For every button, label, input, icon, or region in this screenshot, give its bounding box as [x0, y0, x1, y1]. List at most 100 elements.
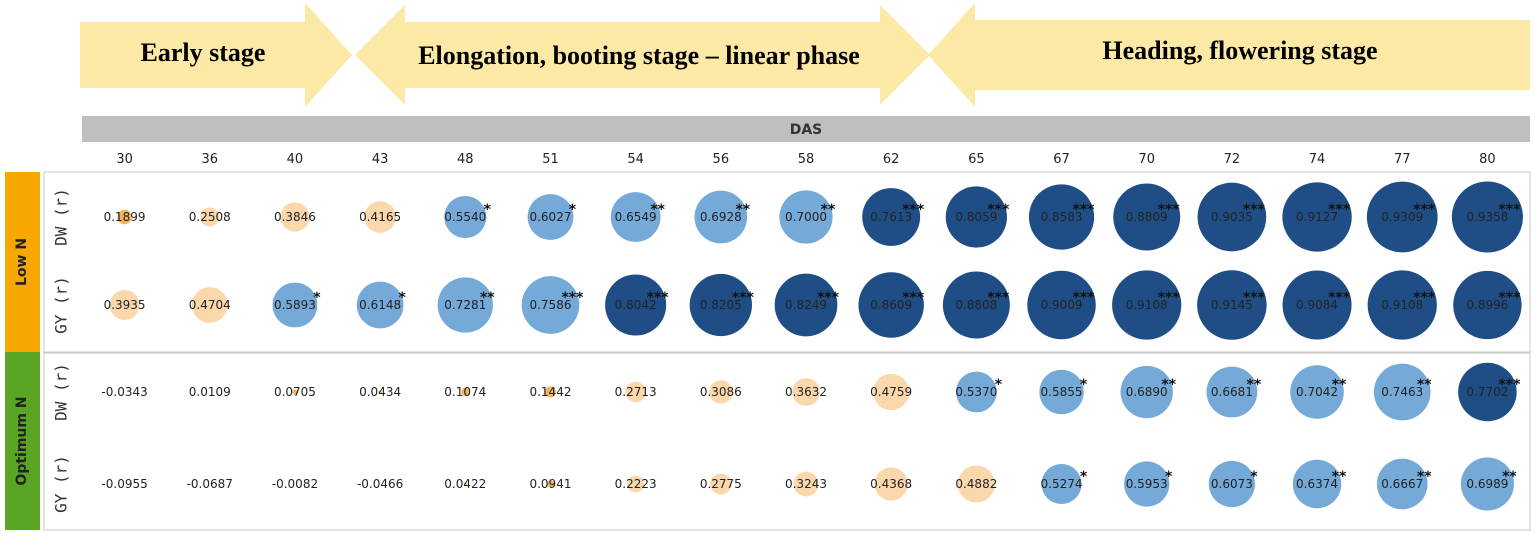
early-stage-label: Early stage — [141, 38, 266, 67]
correlation-value-label: 0.4704 — [189, 298, 231, 312]
significance-marker: *** — [1243, 202, 1266, 218]
significance-marker: *** — [1158, 290, 1181, 306]
group-label: Low N — [14, 238, 30, 286]
correlation-bubble — [463, 482, 467, 486]
correlation-value-label: 0.8583 — [1041, 210, 1083, 224]
significance-marker: *** — [647, 290, 670, 306]
das-tick-label: 58 — [798, 152, 815, 167]
correlation-bubble — [1366, 181, 1438, 253]
correlation-value-label: 0.9358 — [1466, 210, 1508, 224]
significance-marker: * — [1250, 469, 1258, 485]
correlation-bubble — [1197, 270, 1267, 340]
correlation-value-label: 0.9009 — [1041, 298, 1083, 312]
significance-marker: *** — [732, 290, 755, 306]
correlation-value-label: 0.9127 — [1296, 210, 1338, 224]
correlation-value-label: 0.8059 — [955, 210, 997, 224]
correlation-value-label: 0.3086 — [700, 385, 742, 399]
significance-marker: * — [1080, 469, 1088, 485]
correlation-value-label: 0.8609 — [870, 298, 912, 312]
row-label: GY (r) — [52, 455, 71, 513]
correlation-bubble — [1039, 369, 1084, 415]
significance-marker: ** — [1161, 377, 1176, 393]
correlation-bubble — [356, 281, 404, 329]
correlation-bubble — [191, 287, 228, 323]
correlation-bubble — [272, 282, 318, 328]
correlation-value-label: 0.6681 — [1211, 385, 1253, 399]
correlation-value-label: 0.7042 — [1296, 385, 1338, 399]
correlation-value-label: 0.9309 — [1381, 210, 1423, 224]
correlation-value-label: 0.0422 — [444, 477, 486, 491]
correlation-bubble — [1124, 461, 1170, 507]
correlation-bubble — [627, 475, 645, 493]
correlation-bubble — [1197, 182, 1267, 252]
significance-marker: ** — [735, 202, 750, 218]
das-tick-label: 62 — [883, 152, 900, 167]
das-tick-label: 40 — [287, 152, 304, 167]
correlation-value-label: 0.9084 — [1296, 298, 1338, 312]
correlation-bubble — [1112, 270, 1182, 340]
correlation-bubble — [793, 471, 819, 497]
correlation-bubble — [1292, 459, 1342, 509]
correlation-bubble — [280, 202, 310, 232]
correlation-value-label: 0.9108 — [1381, 298, 1423, 312]
significance-marker: *** — [1328, 202, 1351, 218]
correlation-bubble — [461, 387, 470, 397]
significance-marker: *** — [1413, 290, 1436, 306]
row-label: DW (r) — [52, 363, 71, 421]
significance-marker: *** — [1498, 377, 1521, 393]
correlation-value-label: -0.0082 — [272, 477, 318, 491]
significance-marker: *** — [817, 290, 840, 306]
correlation-value-label: 0.3846 — [274, 210, 316, 224]
correlation-bubble — [1290, 365, 1344, 419]
correlation-bubble — [1373, 363, 1431, 421]
row-label: DW (r) — [52, 188, 71, 246]
das-tick-label: 48 — [457, 152, 474, 167]
optimum-n-section-frame — [43, 352, 1531, 531]
correlation-bubble — [858, 272, 924, 338]
correlation-value-label: 0.7463 — [1381, 385, 1423, 399]
correlation-value-label: 0.9108 — [1126, 298, 1168, 312]
group-label-tab — [5, 352, 40, 530]
correlation-value-label: 0.4368 — [870, 477, 912, 491]
significance-marker: ** — [821, 202, 836, 218]
correlation-value-label: 0.3935 — [104, 298, 146, 312]
correlation-value-label: -0.0687 — [187, 477, 233, 491]
correlation-value-label: 0.8205 — [700, 298, 742, 312]
correlation-value-label: 0.9145 — [1211, 298, 1253, 312]
das-tick-label: 65 — [968, 152, 985, 167]
significance-marker: *** — [1158, 202, 1181, 218]
significance-marker: * — [995, 377, 1003, 393]
correlation-value-label: 0.2775 — [700, 477, 742, 491]
group-label: Optimum N — [14, 396, 30, 485]
correlation-bubble — [792, 378, 820, 406]
das-tick-label: 77 — [1394, 152, 1411, 167]
das-axis-title: DAS — [790, 122, 823, 138]
correlation-bubble — [292, 389, 298, 395]
correlation-bubble — [1282, 182, 1352, 252]
group-label-tab — [5, 172, 40, 352]
das-tick-label: 51 — [542, 152, 559, 167]
correlation-bubble — [862, 188, 921, 246]
early-stage-arrow — [80, 3, 352, 107]
correlation-value-label: 0.7281 — [444, 298, 486, 312]
correlation-bubble — [694, 190, 748, 244]
das-tick-label: 30 — [116, 152, 133, 167]
significance-marker: *** — [1413, 202, 1436, 218]
correlation-value-label: 0.8808 — [955, 298, 997, 312]
correlation-value-label: 0.8809 — [1126, 210, 1168, 224]
correlation-bubble — [1458, 362, 1517, 422]
correlation-value-label: 0.2223 — [615, 477, 657, 491]
correlation-value-label: 0.1074 — [444, 385, 486, 399]
correlation-value-label: 0.4759 — [870, 385, 912, 399]
correlation-value-label: 0.5893 — [274, 298, 316, 312]
correlation-value-label: 0.6073 — [1211, 477, 1253, 491]
significance-marker: ** — [480, 290, 495, 306]
correlation-bubble — [1027, 270, 1096, 340]
correlation-value-label: 0.3632 — [785, 385, 827, 399]
significance-marker: ** — [1417, 469, 1432, 485]
correlation-value-label: 0.6148 — [359, 298, 401, 312]
correlation-bubble — [942, 271, 1010, 339]
correlation-value-label: 0.6549 — [615, 210, 657, 224]
significance-marker: *** — [902, 202, 925, 218]
significance-marker: *** — [1328, 290, 1351, 306]
